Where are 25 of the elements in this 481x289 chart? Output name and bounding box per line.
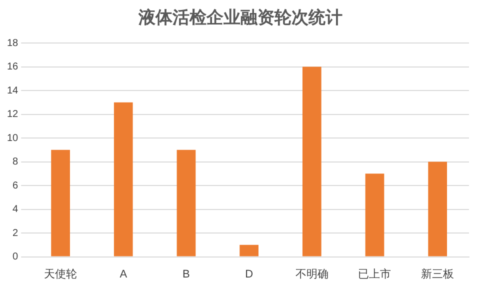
y-tick-label: 8 [12, 156, 19, 168]
x-tick-label: 不明确 [295, 268, 328, 280]
x-tick-label: 天使轮 [44, 268, 78, 280]
x-tick-label: 新三板 [421, 267, 454, 280]
x-tick-label: A [120, 268, 128, 280]
y-tick-label: 4 [12, 204, 19, 216]
y-tick-label: 10 [7, 132, 19, 144]
bar [302, 66, 322, 256]
chart-title: 液体活检企业融资轮次统计 [138, 7, 344, 29]
bar [114, 102, 133, 256]
bar [240, 244, 258, 256]
bar [365, 174, 384, 256]
y-tick-label: 2 [12, 228, 19, 239]
bar [176, 150, 196, 256]
y-tick-label: 16 [7, 62, 19, 73]
x-tick-label: D [245, 268, 254, 280]
x-tick-label: B [182, 268, 190, 280]
bar [428, 162, 448, 256]
y-tick-label: 0 [12, 252, 19, 263]
y-tick-label: 12 [7, 109, 19, 120]
x-tick-label: 已上市 [358, 267, 392, 280]
bar [51, 150, 70, 256]
y-tick-label: 18 [7, 38, 19, 49]
y-tick-label: 6 [12, 180, 19, 192]
y-tick-label: 14 [7, 85, 19, 96]
